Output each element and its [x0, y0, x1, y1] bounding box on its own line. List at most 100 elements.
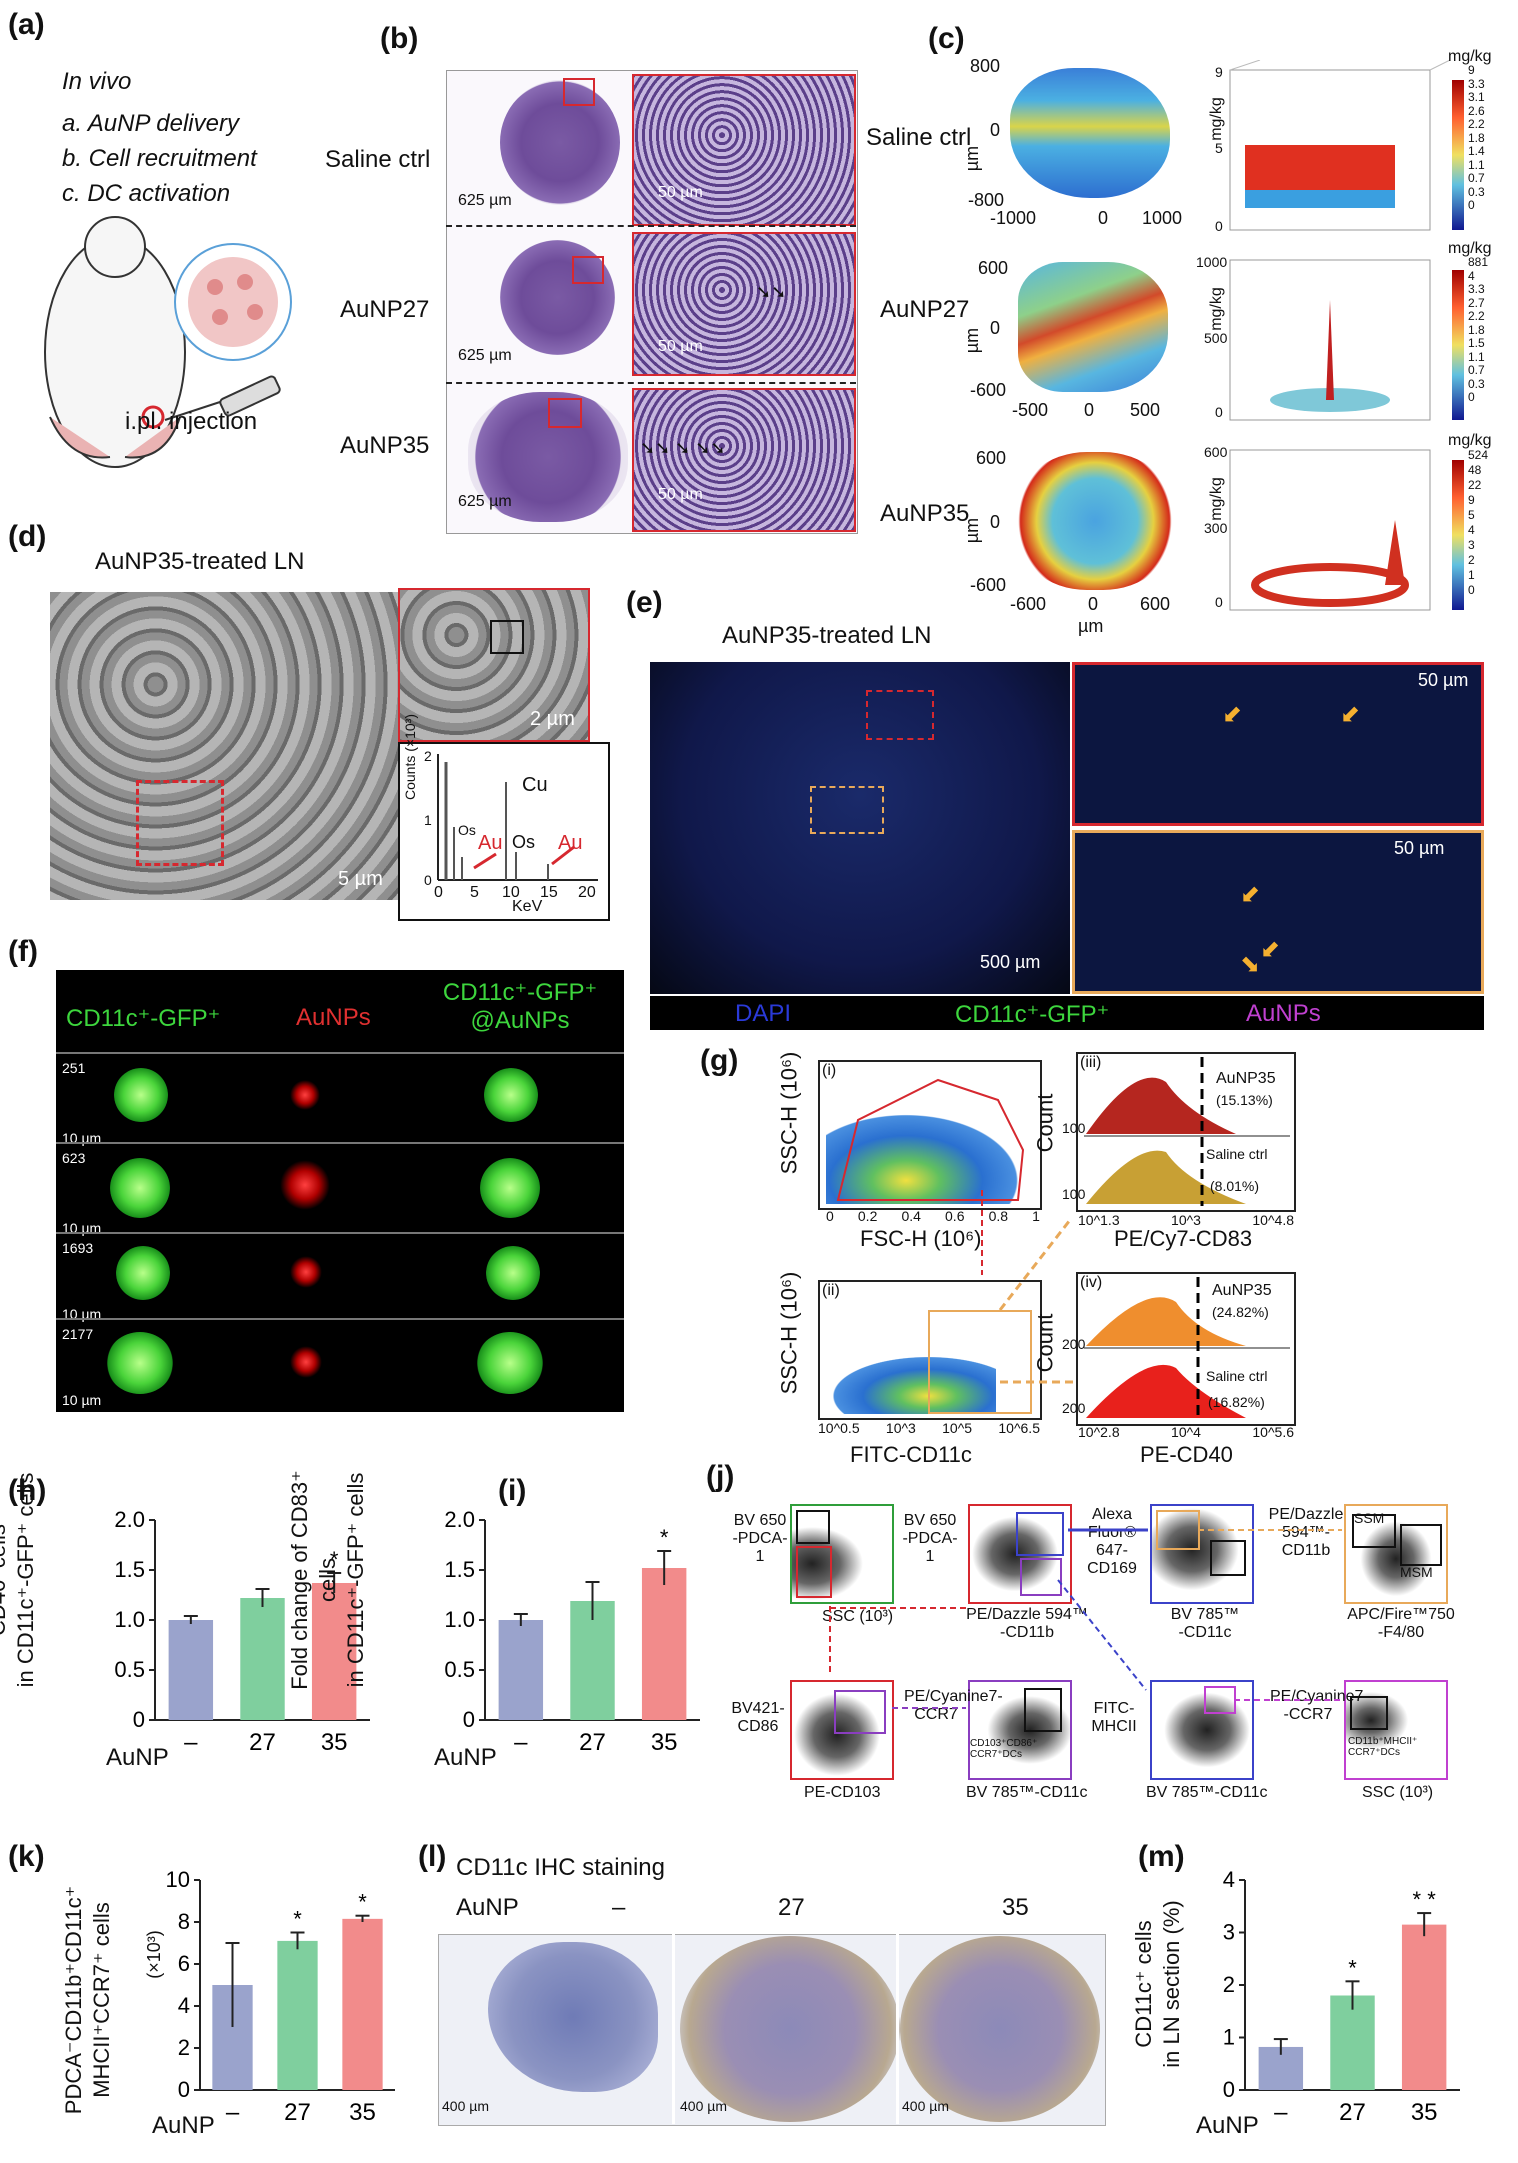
g-iii-ytick-2: 100: [1062, 1186, 1086, 1202]
chart-k: 0 2 4 6 8 10 – 27 * 35 *: [166, 1867, 395, 2126]
f-cell-aunp-1: [290, 1080, 320, 1110]
j-gate-cd11b: CD11b⁺MHCII⁺ CCR7⁺DCs: [1348, 1736, 1418, 1758]
mouse-leg-left-icon: [49, 416, 111, 459]
he-roi-box-saline: [563, 78, 595, 106]
c1-ztick-1: 9: [1215, 64, 1223, 80]
y-tick-label: 2.0: [444, 1507, 475, 1532]
panel-b-label: (b): [380, 22, 419, 55]
panel-b-divider-1: [446, 225, 856, 227]
y-tick-label: 0: [133, 1707, 145, 1732]
j-ylabel-4: PE/Dazzle 594™-CD11b: [1268, 1506, 1344, 1559]
f-cell-gfp-3: [116, 1246, 170, 1300]
c1-ytick-top: 800: [970, 56, 1001, 76]
panel-b-row-1-label: Saline ctrl: [325, 146, 431, 173]
c-3d-box-1: [1229, 60, 1451, 231]
g-iii-treat-pct: (15.13%): [1216, 1092, 1273, 1108]
m-ylabel: CD11c⁺ cells in LN section (%): [1131, 1900, 1184, 2068]
j-xlabel-3: BV 785™ -CD11c: [1170, 1606, 1240, 1641]
x-tick-label: 35: [321, 1729, 348, 1756]
g-arrow-ii-iii: [998, 1219, 1072, 1311]
panel-f-label: (f): [8, 935, 38, 968]
j-ylabel-2: BV 650 -PDCA-1: [902, 1512, 958, 1565]
eds-au-arrow-2: [551, 845, 575, 866]
j-ylabel-1: BV 650 -PDCA-1: [732, 1512, 788, 1565]
j-plot-3: [1150, 1504, 1254, 1604]
legend-gfp: CD11c⁺-GFP⁺: [955, 1001, 1110, 1028]
panel-a-title: In vivo: [62, 68, 132, 95]
ihc-section-35: [900, 1936, 1100, 2122]
y-tick-label: 0.5: [114, 1657, 145, 1682]
j-plot-7: [1150, 1680, 1254, 1780]
c2-xtick-1: -500: [1012, 400, 1049, 420]
he-arrow-icon: ➘➘ ➘ ➘➘: [640, 438, 726, 458]
bar-0: [168, 1620, 214, 1720]
mouse-head-icon: [84, 216, 146, 278]
k-ylabel: PDCA⁻CD11b⁺CD11c⁺ MHCII⁺CCR7⁺ cells: [61, 1885, 114, 2115]
mapping-aunp35: [1014, 452, 1176, 590]
significance-star: *: [1348, 1955, 1357, 1980]
x-tick-label: 35: [651, 1729, 678, 1756]
g-i-ylabel: SSC-H (10⁶): [776, 1051, 802, 1175]
f-cell-merge-4: [476, 1332, 544, 1394]
f-cell-id-3: 1693: [62, 1240, 94, 1256]
significance-star: *: [660, 1525, 669, 1550]
syringe-icon: [219, 375, 281, 417]
panel-a-step-3: c. DC activation: [62, 180, 231, 207]
panel-a-label: (a): [8, 8, 45, 41]
c1-xtick-2: 0: [1098, 208, 1109, 228]
g-sub-i: (i): [822, 1062, 837, 1079]
y-tick-label: 3: [1223, 1920, 1235, 1945]
c3-cbar-ticks: 524 48 22 9 5 4 3 2 1 0: [1468, 448, 1489, 597]
c1-cbar-unit: mg/kg: [1448, 48, 1492, 65]
he-zoom-aunp27: [632, 232, 856, 376]
c3-yaxis-unit: µm: [962, 517, 983, 544]
c3-ztick-2: 300: [1204, 520, 1228, 536]
he-section-aunp27: [500, 240, 615, 355]
y-tick-label: 8: [178, 1909, 190, 1934]
c1-cbar-ticks: 9 3.3 3.1 2.6 2.2 1.8 1.4 1.1 0.7 0.3 0: [1468, 63, 1485, 212]
colorbar-1: [1452, 80, 1464, 230]
eds-ytick-2: 1: [424, 812, 432, 828]
eds-xlabel: KeV: [512, 898, 543, 915]
significance-star: *: [293, 1907, 302, 1932]
chart-m: 0 1 2 3 4 – 27 * 35 * *: [1223, 1867, 1460, 2126]
j-plot-5: [790, 1680, 894, 1780]
panel-l-label: (l): [418, 1840, 447, 1873]
he-zoom-saline: [632, 74, 856, 226]
colorbar-2: [1452, 270, 1464, 420]
panel-b-divider-2: [446, 382, 856, 384]
j-xlabel-8: SSC (10³): [1362, 1784, 1434, 1801]
c3-ztick-1: 600: [1204, 444, 1228, 460]
f-cell-id-2: 623: [62, 1150, 86, 1166]
y-tick-label: 0: [1223, 2077, 1235, 2102]
he-scale-small-1: 50 µm: [658, 184, 703, 201]
c3-xtick-2: 0: [1088, 594, 1099, 614]
fluor-arrow-icon: ⬋: [1222, 701, 1243, 728]
chart-h: 0 0.5 1.0 1.5 2.0 – 27 35 *: [114, 1507, 370, 1756]
g-iv-ytick-2: 200: [1062, 1400, 1086, 1416]
he-section-saline: [500, 80, 620, 205]
c3-xtick-1: -600: [1010, 594, 1047, 614]
ihc-scale-1: 400 µm: [442, 2098, 489, 2114]
he-scale-large-3: 625 µm: [458, 493, 512, 510]
panel-d-label: (d): [8, 520, 47, 553]
f-cell-merge-3: [486, 1246, 540, 1300]
tem-scale-inset: 2 µm: [530, 708, 575, 730]
j-ylabel-3: Alexa Fluor® 647-CD169: [1087, 1506, 1137, 1577]
f-header-merge: CD11c⁺-GFP⁺ @AuNPs: [442, 979, 598, 1034]
significance-star: *: [358, 1890, 367, 1915]
c2-ytick-top: 600: [978, 258, 1009, 278]
j-gate-cd103: CD103⁺CD86⁺ CCR7⁺DCs: [970, 1738, 1038, 1760]
g-iv-treat-pct: (24.82%): [1212, 1304, 1269, 1320]
j-plot-1: [790, 1504, 894, 1604]
eds-os-label-1: Os: [458, 822, 476, 838]
g-sub-ii: (ii): [822, 1282, 840, 1299]
l-xaxis-title: AuNP: [456, 1894, 519, 1921]
c1-ytick-bot: -800: [968, 190, 1005, 210]
j-gate-msm: MSM: [1400, 1564, 1433, 1580]
x-tick-label: 27: [1339, 2099, 1366, 2126]
panel-a-step-1: a. AuNP delivery: [62, 110, 239, 137]
eds-ytick-3: 0: [424, 872, 432, 888]
g-hist-iv-treat: [1086, 1297, 1246, 1346]
bar-2: [1401, 1924, 1447, 2090]
